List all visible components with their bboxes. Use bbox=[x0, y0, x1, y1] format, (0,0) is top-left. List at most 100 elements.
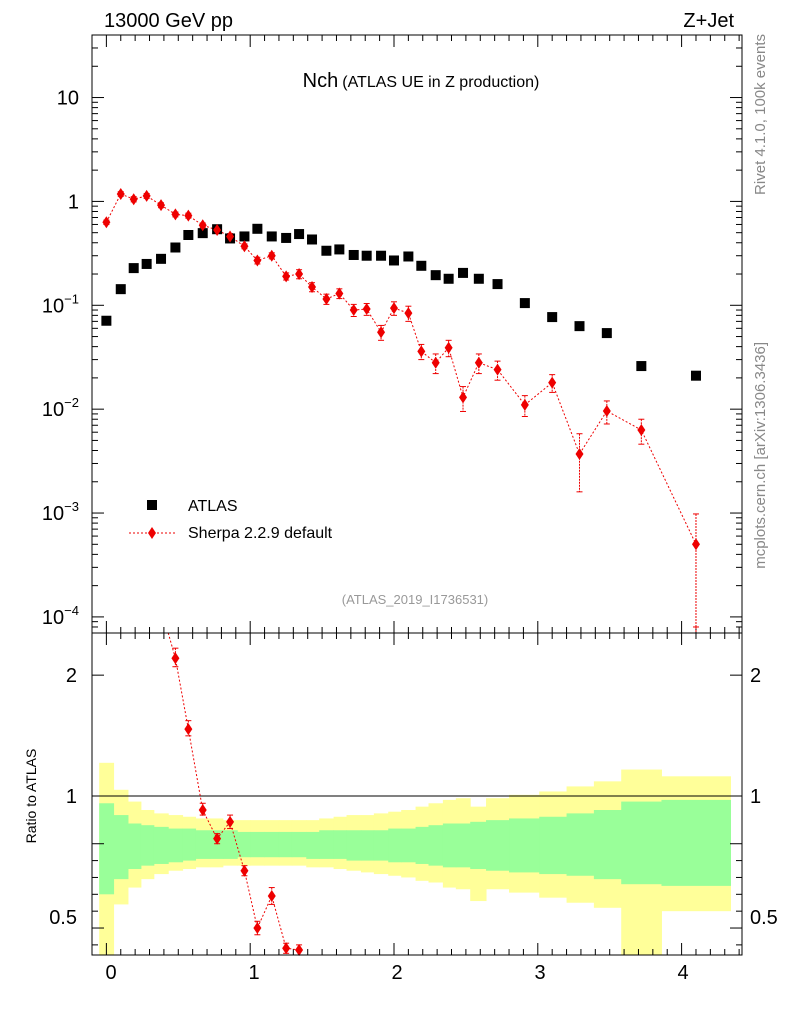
atlas-point bbox=[141, 258, 152, 269]
main-ytick-exponent: −1 bbox=[64, 291, 79, 306]
main-ytick-label: 10−2 bbox=[42, 395, 79, 421]
main-ytick-mantissa: 10 bbox=[42, 503, 64, 525]
sherpa-point bbox=[349, 304, 358, 317]
xtick-label-4: 4 bbox=[677, 962, 688, 984]
atlas-point bbox=[281, 232, 292, 243]
atlas-point bbox=[443, 273, 454, 284]
inner-band-segment bbox=[333, 830, 348, 859]
main-ytick-mantissa: 10 bbox=[42, 295, 64, 317]
ratio-sherpa-point bbox=[198, 804, 207, 817]
sherpa-point bbox=[377, 326, 386, 339]
sherpa-point bbox=[308, 280, 317, 293]
atlas-point bbox=[266, 231, 277, 242]
atlas-point bbox=[115, 284, 126, 295]
ratio-uncertainty-bands bbox=[99, 762, 731, 955]
atlas-point bbox=[473, 273, 484, 284]
ratio-sherpa-point bbox=[184, 723, 193, 736]
sherpa-point bbox=[459, 391, 468, 404]
sherpa-point bbox=[575, 448, 584, 461]
sherpa-point bbox=[548, 376, 557, 389]
sherpa-point bbox=[431, 356, 440, 369]
ratio-sherpa-point bbox=[282, 942, 291, 955]
inner-band-segment bbox=[291, 831, 307, 858]
sherpa-point bbox=[322, 292, 331, 305]
main-ytick-label: 1 bbox=[68, 191, 79, 213]
inner-band-segment bbox=[401, 828, 417, 863]
sherpa-point bbox=[157, 199, 166, 212]
xtick-label-0: 0 bbox=[105, 962, 116, 984]
atlas-point bbox=[348, 249, 359, 260]
sherpa-point bbox=[198, 219, 207, 232]
ratio-plot-panel: 2 1 0.5 2 1 0.5 Ratio to ATLAS 0 1 2 3 4 bbox=[23, 632, 778, 984]
sherpa-point bbox=[282, 270, 291, 283]
main-ytick-exponent: −3 bbox=[64, 499, 79, 514]
sherpa-point bbox=[691, 538, 700, 551]
inner-band-segment bbox=[195, 830, 211, 859]
atlas-point bbox=[101, 315, 112, 326]
sherpa-point bbox=[335, 287, 344, 300]
atlas-point bbox=[492, 279, 503, 290]
legend-atlas-label: ATLAS bbox=[188, 498, 238, 515]
sherpa-point bbox=[102, 216, 111, 229]
xtick-label-3: 3 bbox=[534, 962, 545, 984]
atlas-point bbox=[403, 251, 414, 262]
atlas-point bbox=[156, 253, 167, 264]
sherpa-point bbox=[362, 303, 371, 316]
inner-band-segment bbox=[250, 831, 266, 858]
ratio-axis-ticks bbox=[92, 633, 742, 955]
analysis-label: (ATLAS_2019_I1736531) bbox=[342, 592, 488, 607]
main-ytick-label: 10−1 bbox=[42, 291, 79, 317]
main-plot-panel: Nch (ATLAS UE in Z production) (ATLAS_201… bbox=[42, 34, 743, 634]
atlas-point bbox=[574, 321, 585, 332]
atlas-point bbox=[690, 370, 701, 381]
sherpa-point bbox=[444, 341, 453, 354]
ratio-sherpa-point bbox=[213, 832, 222, 845]
ratio-sherpa-point bbox=[267, 889, 276, 902]
sherpa-point bbox=[213, 224, 222, 237]
legend-atlas-marker bbox=[147, 500, 157, 510]
inner-band-segment bbox=[99, 803, 115, 895]
atlas-point bbox=[519, 298, 530, 309]
main-ytick-mantissa: 1 bbox=[68, 191, 79, 213]
mcplots-label: mcplots.cern.ch [arXiv:1306.3436] bbox=[752, 342, 769, 569]
main-ytick-label: 10−4 bbox=[42, 603, 79, 629]
main-frame bbox=[91, 34, 743, 634]
ratio-ylabel: Ratio to ATLAS bbox=[23, 749, 39, 844]
ratio-ytick-label-05-left: 0.5 bbox=[49, 907, 77, 929]
main-axis-ticks bbox=[92, 34, 742, 634]
atlas-point bbox=[239, 231, 250, 242]
atlas-point bbox=[458, 267, 469, 278]
plot-title: Nch (ATLAS UE in Z production) bbox=[303, 70, 540, 92]
sherpa-point bbox=[493, 363, 502, 376]
process-label: Z+Jet bbox=[683, 10, 734, 32]
sherpa-point bbox=[295, 268, 304, 281]
inner-band-segment bbox=[470, 821, 487, 870]
ratio-frame bbox=[91, 632, 743, 956]
inner-band-segment bbox=[127, 823, 142, 870]
inner-band-segment bbox=[346, 830, 362, 861]
atlas-point bbox=[636, 361, 647, 372]
inner-band-segment bbox=[373, 830, 389, 861]
sherpa-line bbox=[105, 193, 697, 545]
sherpa-point bbox=[389, 302, 398, 315]
inner-band-segment bbox=[140, 825, 155, 866]
atlas-point bbox=[547, 312, 558, 323]
inner-band-segment bbox=[222, 830, 238, 859]
ratio-ytick-label-05-right: 0.5 bbox=[750, 907, 778, 929]
sherpa-point bbox=[602, 405, 611, 418]
main-ytick-mantissa: 10 bbox=[57, 88, 79, 110]
inner-band-segment bbox=[360, 830, 375, 861]
inner-band-segment bbox=[415, 826, 430, 864]
atlas-point bbox=[128, 263, 139, 274]
inner-band-segment bbox=[319, 830, 335, 859]
atlas-point bbox=[361, 250, 372, 261]
sherpa-point bbox=[253, 254, 262, 267]
ratio-ytick-label-1-left: 1 bbox=[66, 786, 77, 808]
ratio-sherpa-line bbox=[167, 632, 300, 951]
plot-title-sub: (ATLAS UE in Z production) bbox=[342, 74, 539, 91]
plot-title-main: Nch bbox=[303, 70, 339, 92]
xtick-label-2: 2 bbox=[391, 962, 402, 984]
inner-band-segment bbox=[113, 815, 129, 880]
sherpa-point bbox=[267, 249, 276, 262]
